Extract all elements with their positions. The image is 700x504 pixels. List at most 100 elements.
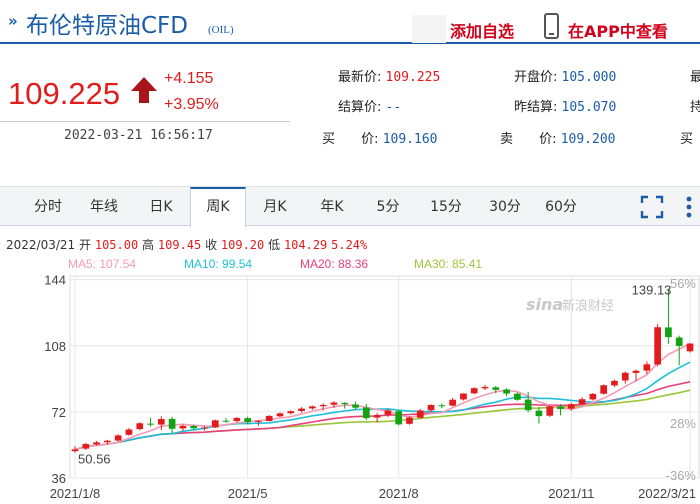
tab-weekly-k[interactable]: 周K xyxy=(190,187,246,228)
candle-body xyxy=(362,407,370,419)
tab-yearly-k[interactable]: 年K xyxy=(320,199,344,215)
view-in-app-link[interactable]: 在APP中查看 xyxy=(568,22,668,41)
tab-yearly-line[interactable]: 年线 xyxy=(90,199,118,215)
ma20-legend: MA20: 88.36 xyxy=(300,257,369,271)
candle-body xyxy=(578,399,586,404)
price-change: +4.155 xyxy=(164,70,214,87)
axis-labels: 36 72 108 144 2021/1/8 2021/5 2021/8 2021/11 202… xyxy=(44,273,696,501)
candle-body xyxy=(114,435,122,441)
candle-body xyxy=(244,418,251,422)
settle-price-value: -- xyxy=(385,100,402,115)
candle-body xyxy=(438,405,446,407)
prev-settle-value: 105.070 xyxy=(561,100,617,115)
low-label: 低 xyxy=(268,238,281,252)
svg-text:新浪财经: 新浪财经 xyxy=(562,298,614,314)
candle-body xyxy=(190,426,198,429)
pct-value: 5.24% xyxy=(331,238,368,252)
candle-body xyxy=(449,399,456,406)
tab-15min[interactable]: 15分 xyxy=(430,199,462,215)
ma30-line xyxy=(74,389,691,451)
symbol-code: (OIL) xyxy=(208,24,234,36)
candle-body xyxy=(71,449,79,452)
tab-daily-k[interactable]: 日K xyxy=(149,199,173,215)
bid-value: 109.160 xyxy=(382,132,438,147)
x-tick-label: 2022/3/21 xyxy=(638,486,696,501)
add-favorite-link[interactable]: 添加自选 xyxy=(450,22,515,41)
x-tick-label: 2021/11 xyxy=(548,486,594,501)
x-tick-label: 2021/5 xyxy=(228,486,268,501)
candle-body xyxy=(104,440,111,443)
candle-body xyxy=(222,420,230,422)
header-bar: » 布伦特原油CFD (OIL) 添加自选 在APP中查看 xyxy=(0,0,700,44)
cut-label-1: 最 xyxy=(690,70,700,85)
placeholder-box xyxy=(412,15,446,43)
high-value: 109.45 xyxy=(157,238,202,252)
candle-body xyxy=(406,417,413,424)
candle-body xyxy=(524,399,532,411)
x-tick-label: 2021/1/8 xyxy=(50,486,101,501)
candle-body xyxy=(157,419,165,425)
cut-label-2: 持 xyxy=(690,100,700,115)
bid-label: 买 xyxy=(322,132,336,147)
candle-body xyxy=(298,408,305,411)
candle-body xyxy=(427,404,435,411)
candle-body xyxy=(470,388,478,394)
ma20-line xyxy=(74,381,691,451)
tab-intraday[interactable]: 分时 xyxy=(34,199,62,215)
candle-body xyxy=(352,404,359,408)
tab-monthly-k[interactable]: 月K xyxy=(263,199,287,215)
ma10-legend: MA10: 99.54 xyxy=(184,257,253,271)
open-label: 开 xyxy=(79,238,92,252)
candle-body xyxy=(125,429,133,435)
y-tick-label: 108 xyxy=(44,339,66,354)
prev-settle-label: 昨结算: xyxy=(514,100,558,115)
candle-body xyxy=(611,380,618,386)
up-arrow-icon xyxy=(131,77,157,103)
candle-body xyxy=(168,418,176,429)
candle-body xyxy=(341,402,349,405)
ask-label: 卖 xyxy=(500,132,514,147)
candle-body xyxy=(233,417,241,422)
candle-body xyxy=(276,413,284,417)
percent-tick-label: 56% xyxy=(670,276,696,291)
candles xyxy=(71,288,694,453)
latest-price-label: 最新价: xyxy=(338,70,382,85)
settle-price-label: 结算价: xyxy=(338,100,382,115)
candle-body xyxy=(621,372,629,381)
ask-price-field: 卖 价: 109.200 xyxy=(500,128,615,147)
settings-icon[interactable] xyxy=(678,195,700,219)
candle-body xyxy=(179,425,187,429)
candle-body xyxy=(330,402,338,405)
min-price-label: 50.56 xyxy=(78,451,111,466)
candle-body xyxy=(514,393,521,400)
candlestick-chart[interactable]: sina 新浪财经 36 72 108 144 2021/1/8 2021/5 2021/8… xyxy=(0,270,700,504)
quote-timestamp: 2022-03-21 16:56:17 xyxy=(64,128,213,143)
candle-body xyxy=(503,389,510,394)
high-label: 高 xyxy=(142,238,155,252)
moving-average-lines xyxy=(74,342,691,451)
candle-body xyxy=(82,444,90,449)
tab-30min[interactable]: 30分 xyxy=(489,199,521,215)
candle-body xyxy=(416,410,424,418)
tab-60min[interactable]: 60分 xyxy=(545,199,577,215)
candle-body xyxy=(686,343,694,352)
y-tick-label: 72 xyxy=(52,405,66,420)
candle-body xyxy=(654,327,661,365)
candle-body xyxy=(632,370,640,373)
candle-body xyxy=(643,364,651,371)
candle-body xyxy=(93,442,100,445)
chart-grid xyxy=(69,275,700,479)
candle-body xyxy=(136,423,144,430)
candle-body xyxy=(373,415,381,418)
candle-body xyxy=(265,415,273,422)
open-price-label: 开盘价: xyxy=(514,70,558,85)
candle-body xyxy=(535,410,543,417)
candle-body xyxy=(211,420,219,428)
fullscreen-icon[interactable] xyxy=(640,195,664,219)
latest-price-field: 最新价: 109.225 xyxy=(338,66,440,85)
candle-body xyxy=(600,385,608,394)
ask-value: 109.200 xyxy=(560,132,616,147)
tab-5min[interactable]: 5分 xyxy=(376,199,400,215)
candle-body xyxy=(384,410,392,415)
candle-body xyxy=(319,404,327,407)
